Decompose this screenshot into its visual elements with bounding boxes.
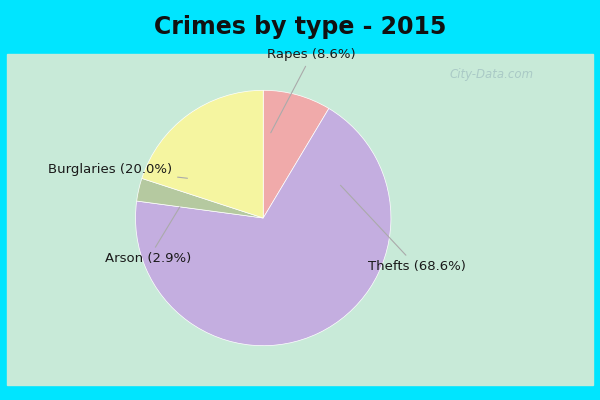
Text: Burglaries (20.0%): Burglaries (20.0%) xyxy=(48,163,187,178)
Wedge shape xyxy=(136,108,391,346)
Text: Thefts (68.6%): Thefts (68.6%) xyxy=(341,185,466,273)
Bar xyxy=(0,0,600,54)
Text: Arson (2.9%): Arson (2.9%) xyxy=(105,207,191,265)
Bar xyxy=(593,54,600,385)
Text: City-Data.com: City-Data.com xyxy=(450,68,534,81)
Wedge shape xyxy=(137,178,263,218)
Bar xyxy=(0,54,7,385)
Text: Crimes by type - 2015: Crimes by type - 2015 xyxy=(154,15,446,39)
Bar xyxy=(0,385,600,400)
Text: Rapes (8.6%): Rapes (8.6%) xyxy=(268,48,356,133)
Bar xyxy=(7,54,593,385)
Wedge shape xyxy=(263,90,329,218)
Wedge shape xyxy=(142,90,263,218)
